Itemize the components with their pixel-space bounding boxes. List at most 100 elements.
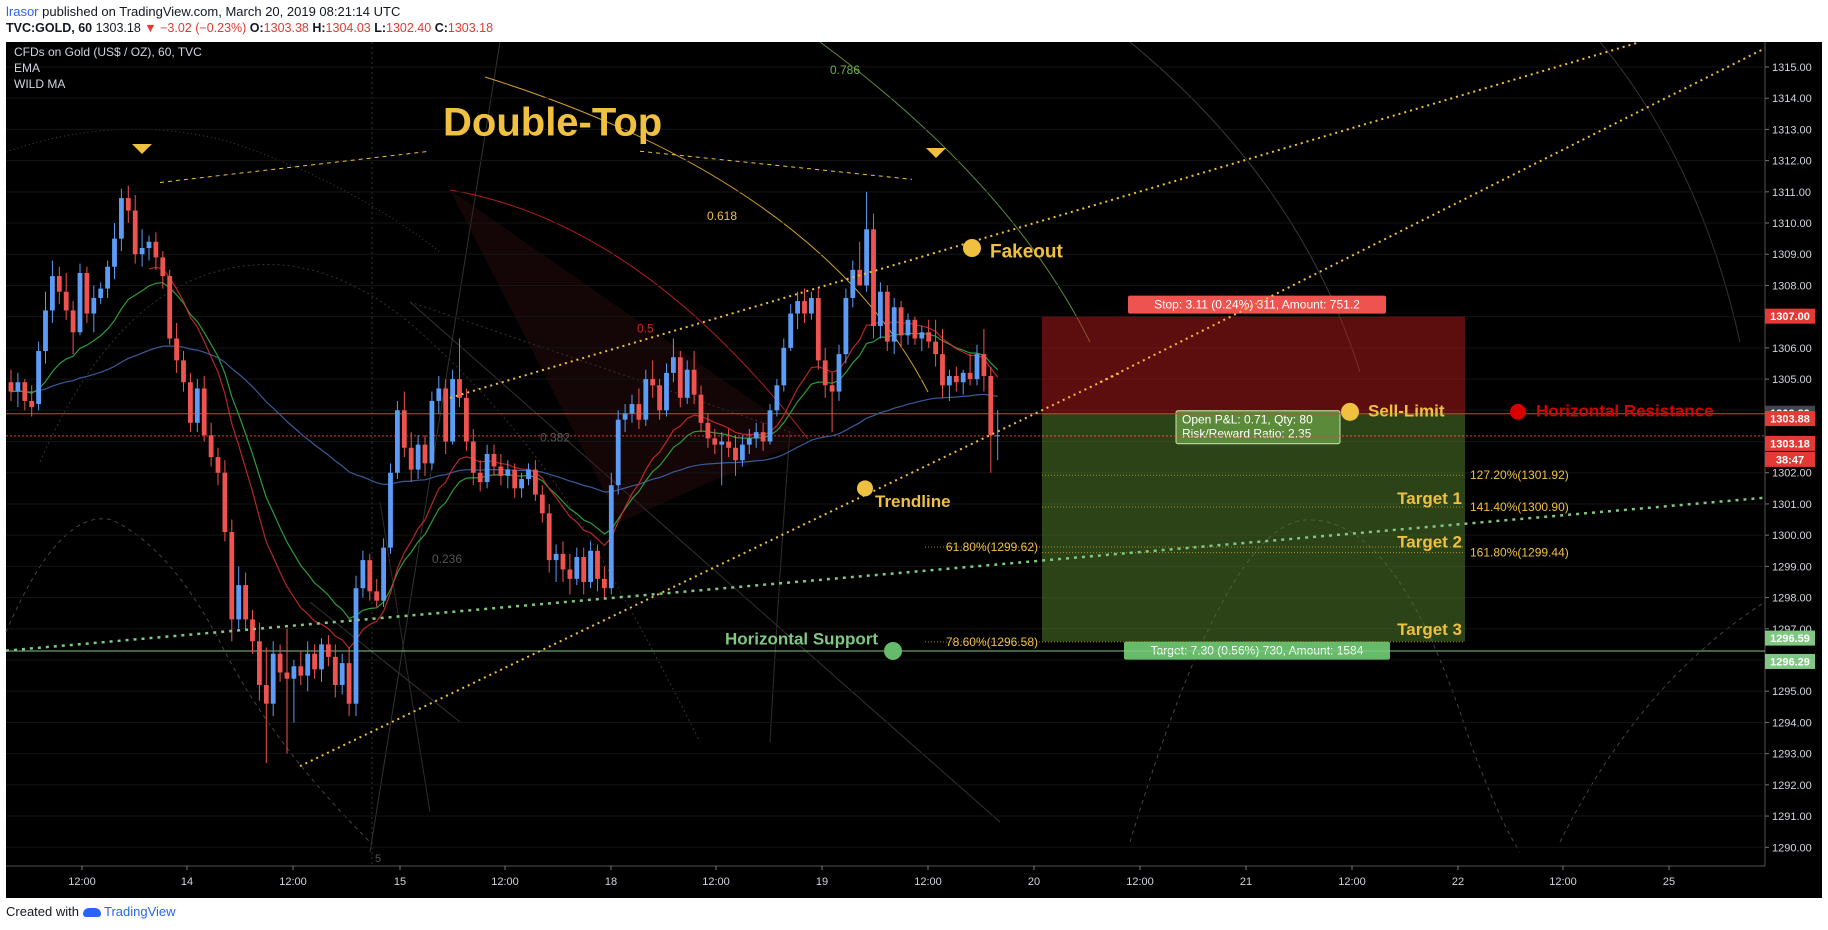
- stop-badge-text: Stop: 3.11 (0.24%) 311, Amount: 751.2: [1154, 298, 1360, 312]
- candle-body: [850, 269, 856, 298]
- candle-body: [574, 557, 580, 579]
- fib-0786-label: 0.786: [830, 63, 860, 77]
- tradingview-link[interactable]: TradingView: [104, 904, 176, 919]
- author-link[interactable]: lrasor: [6, 4, 39, 19]
- high-label: H:: [312, 21, 326, 35]
- price-change: ▼ −3.02 (−0.23%): [144, 21, 247, 35]
- price-badge-bg: [1765, 630, 1815, 646]
- candle-body: [795, 301, 800, 314]
- y-tick-label: 1311.00: [1772, 187, 1811, 199]
- background-drawings: [5, 42, 1766, 866]
- candle-body: [284, 672, 290, 679]
- x-tick-label: 12:00: [1126, 876, 1154, 888]
- x-tick-label: 12:00: [491, 876, 519, 888]
- candle-body: [43, 310, 48, 351]
- x-tick-label: 12:00: [702, 876, 730, 888]
- candle-body: [733, 447, 738, 461]
- close-value: 1303.18: [447, 21, 494, 35]
- candle-body: [960, 372, 966, 383]
- candle-body: [263, 684, 269, 704]
- price-badge-label: 1303.88: [1770, 414, 1810, 426]
- candle-body: [257, 641, 262, 685]
- x-tick-label: 12:00: [279, 876, 307, 888]
- candle-body: [719, 441, 725, 445]
- candle-body: [8, 382, 14, 392]
- candle-body: [422, 444, 428, 464]
- candle-body: [802, 301, 807, 314]
- sell-limit-label: Sell-Limit: [1368, 402, 1445, 421]
- candle-body: [112, 238, 117, 267]
- candle-body: [691, 369, 697, 395]
- time-axis-labels: 12:00 14 12:00 15 12:00 18 12:00 19 12:00 20 12:00…: [68, 866, 1675, 888]
- candle-body: [188, 382, 193, 423]
- y-tick-label: 1302.00: [1772, 468, 1812, 480]
- published-text: published on TradingView.com, March 20, …: [42, 4, 401, 19]
- price-badge-label: 1303.18: [1770, 438, 1810, 450]
- price-badge: 1296.29: [1765, 653, 1815, 669]
- candle-body: [505, 469, 511, 476]
- fakeout-marker: [963, 239, 981, 257]
- y-tick-label: 1314.00: [1772, 93, 1812, 105]
- x-tick-label: 14: [181, 876, 193, 888]
- candle-body: [526, 469, 531, 479]
- double-top-arrow-left: [159, 150, 431, 183]
- candle-body: [77, 272, 83, 333]
- candle-body: [857, 269, 863, 286]
- candle-body: [91, 297, 97, 314]
- candle-body: [677, 357, 683, 398]
- price-chart[interactable]: Stop: 3.11 (0.24%) 311, Amount: 751.2 Ope…: [0, 42, 1828, 898]
- target1-label: Target 1: [1397, 489, 1462, 508]
- annotations: Double-Top Fakeout Trendline Sell-Limit Hori…: [132, 63, 1714, 865]
- candle-body: [160, 257, 166, 277]
- candle-body: [967, 372, 973, 380]
- candle-body: [822, 360, 828, 386]
- candle-body: [753, 432, 759, 439]
- candle-body: [146, 241, 152, 248]
- fib-5-label: 5: [375, 853, 381, 865]
- candle-body: [622, 413, 628, 420]
- candle-body: [608, 485, 614, 589]
- candle-body: [636, 404, 642, 420]
- candle-body: [291, 666, 297, 679]
- candle-body: [484, 454, 490, 483]
- price-badge: 38:47: [1765, 451, 1815, 467]
- time-axis-background[interactable]: [6, 866, 1822, 898]
- open-label: O:: [249, 21, 264, 35]
- x-tick-label: 18: [605, 876, 617, 888]
- created-with-label: Created with: [6, 904, 79, 919]
- short-position-tool[interactable]: Stop: 3.11 (0.24%) 311, Amount: 751.2 Ope…: [1042, 295, 1465, 660]
- candle-body: [374, 591, 380, 601]
- candle-body: [408, 447, 414, 470]
- candle-body: [567, 569, 573, 579]
- x-tick-label: 12:00: [914, 876, 942, 888]
- price-badge-bg: [1765, 653, 1815, 669]
- trendlines[interactable]: [5, 42, 1766, 768]
- candle-body: [615, 419, 621, 486]
- candle-body: [740, 444, 745, 461]
- double-top-marker-right: [926, 148, 946, 158]
- candle-body: [381, 547, 386, 601]
- candle-body: [215, 457, 221, 473]
- y-tick-label: 1310.00: [1772, 218, 1812, 230]
- candle-body: [436, 388, 442, 401]
- candle-body: [864, 229, 869, 286]
- support-label: Horizontal Support: [725, 629, 878, 648]
- candle-body: [947, 375, 952, 386]
- fakeout-label: Fakeout: [990, 241, 1064, 262]
- trendline-marker: [857, 480, 873, 497]
- low-value: 1302.40: [386, 21, 432, 35]
- y-tick-label: 1313.00: [1772, 124, 1812, 136]
- target3-label: Target 3: [1397, 620, 1462, 639]
- candle-body: [105, 266, 110, 289]
- candle-body: [926, 332, 932, 342]
- candle-body: [125, 198, 131, 211]
- candle-body: [602, 578, 607, 589]
- grid-lines: [6, 66, 1765, 848]
- price-badge-bg: [1765, 435, 1815, 451]
- candle-body: [891, 307, 897, 342]
- resistance-marker: [1510, 403, 1526, 420]
- candle-body: [339, 663, 345, 685]
- stop-badge: Stop: 3.11 (0.24%) 311, Amount: 751.2: [1128, 295, 1386, 314]
- candle-body: [312, 653, 317, 670]
